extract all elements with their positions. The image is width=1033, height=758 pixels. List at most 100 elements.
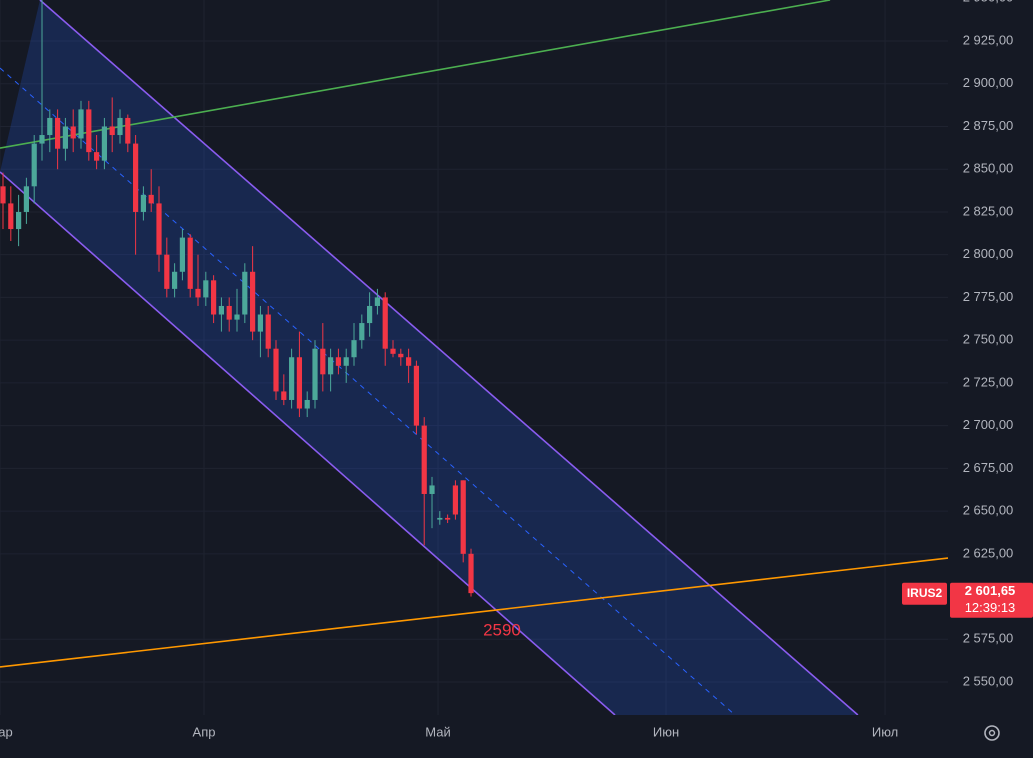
- candle-body: [8, 203, 14, 230]
- candle-body: [78, 109, 84, 139]
- candle-body: [398, 353, 404, 358]
- y-tick-label: 2 925,00: [963, 32, 1014, 47]
- candle-body: [109, 126, 115, 136]
- candle-body: [242, 271, 248, 315]
- candle-body: [203, 280, 209, 298]
- x-tick-label: Июн: [653, 724, 679, 739]
- y-tick-label: 2 950,00: [963, 0, 1014, 5]
- candle-body: [437, 517, 443, 520]
- candle-body: [211, 280, 217, 315]
- y-tick-label: 2 875,00: [963, 118, 1014, 133]
- candle-body: [351, 340, 357, 358]
- candle-body: [359, 323, 365, 341]
- time-label: 12:39:13: [965, 600, 1016, 615]
- trend-line: [0, 557, 948, 668]
- candle-body: [55, 117, 61, 149]
- candle-body: [413, 365, 420, 426]
- price-tag: [950, 582, 1033, 618]
- candle-body: [429, 485, 435, 494]
- price-label: 2 601,65: [965, 583, 1016, 598]
- candle-body: [421, 425, 427, 494]
- y-tick-label: 2 675,00: [963, 460, 1014, 475]
- y-tick-label: 2 850,00: [963, 161, 1014, 176]
- candle-body: [31, 143, 37, 187]
- candle-body: [452, 485, 459, 515]
- y-tick-label: 2 750,00: [963, 332, 1014, 347]
- x-tick-label: Июл: [872, 724, 898, 739]
- candle-body: [343, 357, 349, 366]
- y-tick-label: 2 775,00: [963, 289, 1014, 304]
- candle-body: [101, 126, 108, 161]
- candle-body: [39, 135, 45, 144]
- channel-middle: [0, 67, 736, 715]
- candle-body: [23, 186, 30, 212]
- y-tick-label: 2 900,00: [963, 75, 1014, 90]
- candle-body: [296, 357, 303, 409]
- axes: 2 550,00 2 575,00 2 625,00 2 650,00 2 675,00…: [0, 0, 1033, 739]
- y-tick-label: 2 725,00: [963, 374, 1014, 389]
- candle-body: [273, 348, 279, 392]
- candle-body: [117, 117, 123, 136]
- candle-body: [226, 305, 232, 320]
- candle-body: [406, 357, 412, 366]
- x-tick-label: Мар: [0, 724, 13, 739]
- candle-body: [62, 126, 69, 149]
- candle-body: [367, 305, 373, 324]
- y-tick-label: 2 800,00: [963, 246, 1014, 261]
- annotation: 2590: [483, 621, 521, 640]
- candle-body: [335, 357, 342, 366]
- candle-body: [257, 314, 264, 332]
- candle-body: [47, 117, 53, 136]
- candle-body: [304, 399, 310, 409]
- candle-body: [172, 271, 178, 289]
- candle-body: [382, 297, 388, 349]
- channel-upper: [39, 0, 859, 715]
- y-tick-label: 2 650,00: [963, 503, 1014, 518]
- x-tick-label: Май: [425, 724, 450, 739]
- settings-button[interactable]: [984, 725, 1000, 741]
- candle-body: [234, 314, 240, 320]
- symbol-label: IRUS2: [907, 586, 943, 600]
- candle-body: [468, 553, 474, 594]
- candle-body: [218, 305, 225, 315]
- candle-body: [195, 288, 201, 298]
- x-tick-label: Апр: [193, 724, 216, 739]
- channel-fill: [0, 0, 858, 715]
- y-tick-label: 2 550,00: [963, 673, 1014, 688]
- candle-body: [320, 348, 326, 375]
- candle-body: [250, 271, 256, 332]
- grid: [0, 0, 948, 715]
- y-tick-label: 2 625,00: [963, 545, 1014, 560]
- candle-body: [265, 314, 271, 349]
- candle-body: [445, 517, 451, 520]
- candle-body: [148, 194, 154, 204]
- candle-body: [94, 152, 100, 161]
- channel-lower: [0, 171, 616, 715]
- candle-body: [281, 391, 287, 400]
- candle-body: [164, 254, 170, 289]
- candle-body: [374, 297, 381, 306]
- y-tick-label: 2 575,00: [963, 631, 1014, 646]
- candle-body: [179, 237, 186, 272]
- candle-body: [133, 143, 139, 212]
- candle-body: [312, 348, 318, 400]
- candle-body: [460, 480, 466, 554]
- candle-body: [70, 126, 76, 139]
- y-tick-label: 2 700,00: [963, 417, 1014, 432]
- candle-body: [125, 117, 131, 144]
- settings-icon: [984, 725, 1000, 741]
- candle-body: [390, 348, 396, 354]
- candle-body: [16, 211, 22, 230]
- candle-body: [140, 194, 147, 212]
- plot-area: 2590: [0, 0, 948, 715]
- symbol-tag: [902, 582, 947, 605]
- candle-body: [328, 357, 334, 375]
- candle-body: [156, 203, 162, 255]
- candle-body: [86, 109, 92, 153]
- candle-body: [289, 357, 295, 400]
- trend-line: [0, 0, 831, 149]
- settings-icon-core: [988, 729, 996, 737]
- y-tick-label: 2 825,00: [963, 203, 1014, 218]
